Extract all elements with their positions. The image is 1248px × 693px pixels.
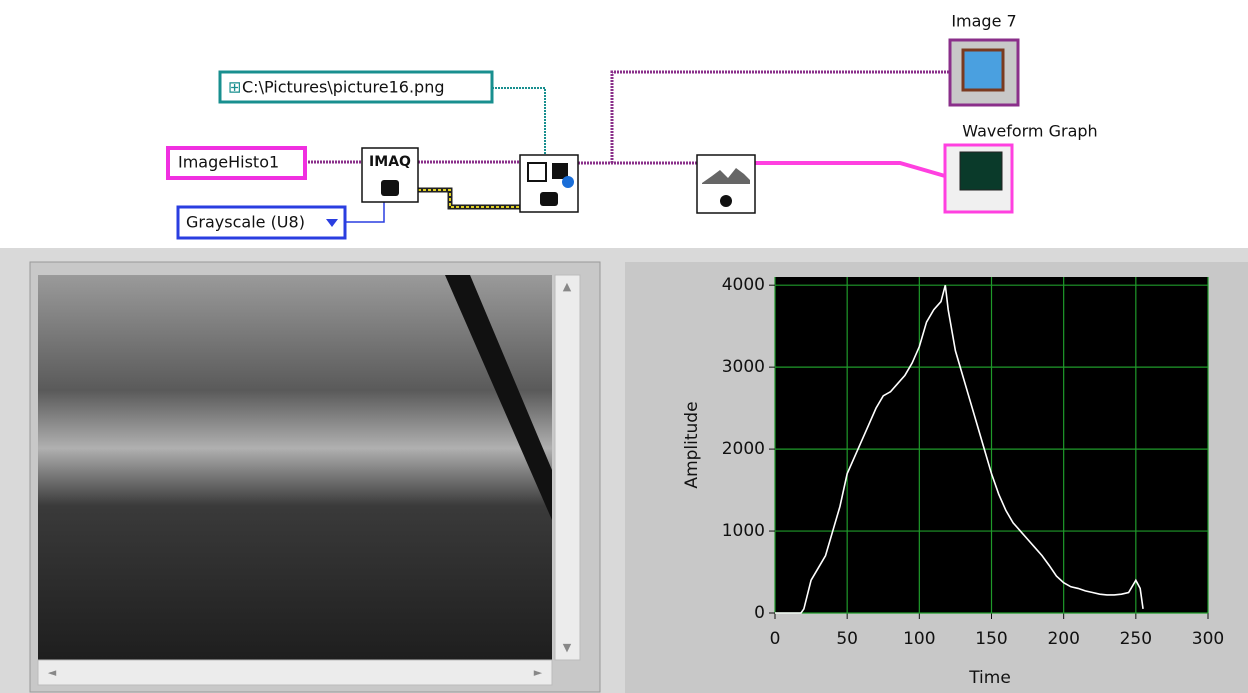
image-view[interactable] [38,275,552,660]
histogram-line [775,284,1144,614]
scroll-right[interactable]: ► [534,666,543,679]
image-type-box[interactable] [176,205,347,240]
scroll-up[interactable]: ▲ [563,280,572,293]
vertical-scrollbar[interactable] [554,274,581,661]
x-tick-label: 150 [975,629,1007,649]
image-type: Grayscale (U8) [186,213,305,232]
y-tick-label: 3000 [722,357,765,377]
image-name-box[interactable] [166,146,307,180]
imaq-create-label: IMAQ [369,154,411,170]
y-tick-label: 4000 [722,275,765,295]
node-glyph [702,168,750,184]
y-tick-label: 1000 [722,521,765,541]
y-tick-label: 0 [754,603,765,623]
error-wire-inner [418,189,520,208]
x-tick-label: 100 [903,629,935,649]
x-axis-label: Time [968,668,1011,688]
x-tick-label: 0 [770,629,781,649]
y-axis-label: Amplitude [682,401,702,488]
photo-tree [445,275,552,520]
path-icon: ⊞ [228,78,241,97]
node-glyph [527,162,547,182]
image-name: ImageHisto1 [178,153,279,172]
node-glyph [540,192,558,206]
scroll-left[interactable]: ◄ [48,666,57,679]
path-constant-box[interactable] [218,70,494,104]
node-glyph [552,163,568,179]
graph-indicator-label: Waveform Graph [962,122,1097,141]
image-indicator-label: Image 7 [951,12,1016,31]
wires [305,70,950,223]
type-wire [345,202,385,223]
scroll-down[interactable]: ▼ [563,641,572,654]
path-wire [492,87,546,155]
x-tick-label: 50 [836,629,858,649]
indicator-glyph [959,151,1003,191]
info-glyph [562,176,574,188]
indicator-glyph [961,48,1005,92]
image-wire [305,70,950,165]
node-glyph [720,195,732,207]
x-tick-label: 200 [1047,629,1079,649]
y-tick-label: 2000 [722,439,765,459]
x-tick-label: 300 [1192,629,1224,649]
path-constant: C:\Pictures\picture16.png [242,78,444,97]
dropdown-arrow[interactable] [326,219,338,227]
horizontal-scrollbar[interactable] [37,659,553,686]
node-glyph [381,180,399,196]
histogram-wire [755,161,946,178]
x-tick-label: 250 [1120,629,1152,649]
